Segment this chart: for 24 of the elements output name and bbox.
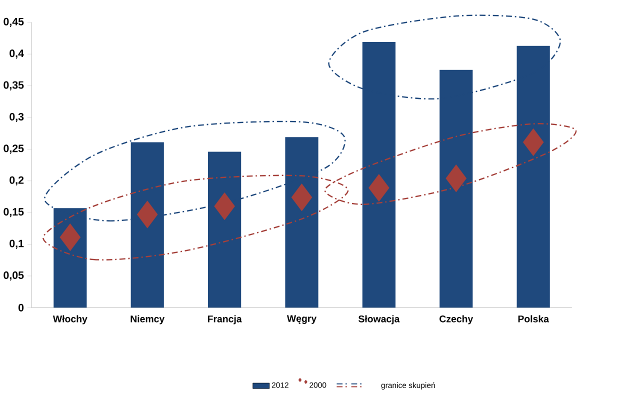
y-tick-label: 0,15 xyxy=(4,208,24,218)
point xyxy=(368,174,390,202)
point xyxy=(446,164,467,192)
point xyxy=(60,224,81,252)
y-tick-label: 0,3 xyxy=(10,113,24,122)
y-tick-label: 0,1 xyxy=(10,240,24,249)
point xyxy=(214,192,235,220)
y-tick-label: 0 xyxy=(18,304,24,312)
x-tick-label: Węgry xyxy=(286,315,317,324)
y-tick-label: 0,2 xyxy=(10,176,24,186)
x-tick-label: Francja xyxy=(208,315,242,324)
point xyxy=(522,128,544,156)
x-tick-label: Słowacja xyxy=(358,315,400,324)
y-tick-label: 0,25 xyxy=(4,144,24,154)
y-tick-label: 0,35 xyxy=(4,81,24,90)
point xyxy=(136,200,158,228)
y-tick-label: 0,4 xyxy=(10,50,24,59)
y-tick-label: 0,45 xyxy=(4,18,24,28)
x-tick-label: Polska xyxy=(518,315,550,322)
y-tick-label: 0,05 xyxy=(4,272,24,281)
x-tick-label: Czechy xyxy=(440,315,474,324)
x-tick-label: Włochy xyxy=(52,315,88,324)
x-tick-label: Niemcy xyxy=(130,315,165,324)
point xyxy=(291,184,312,212)
